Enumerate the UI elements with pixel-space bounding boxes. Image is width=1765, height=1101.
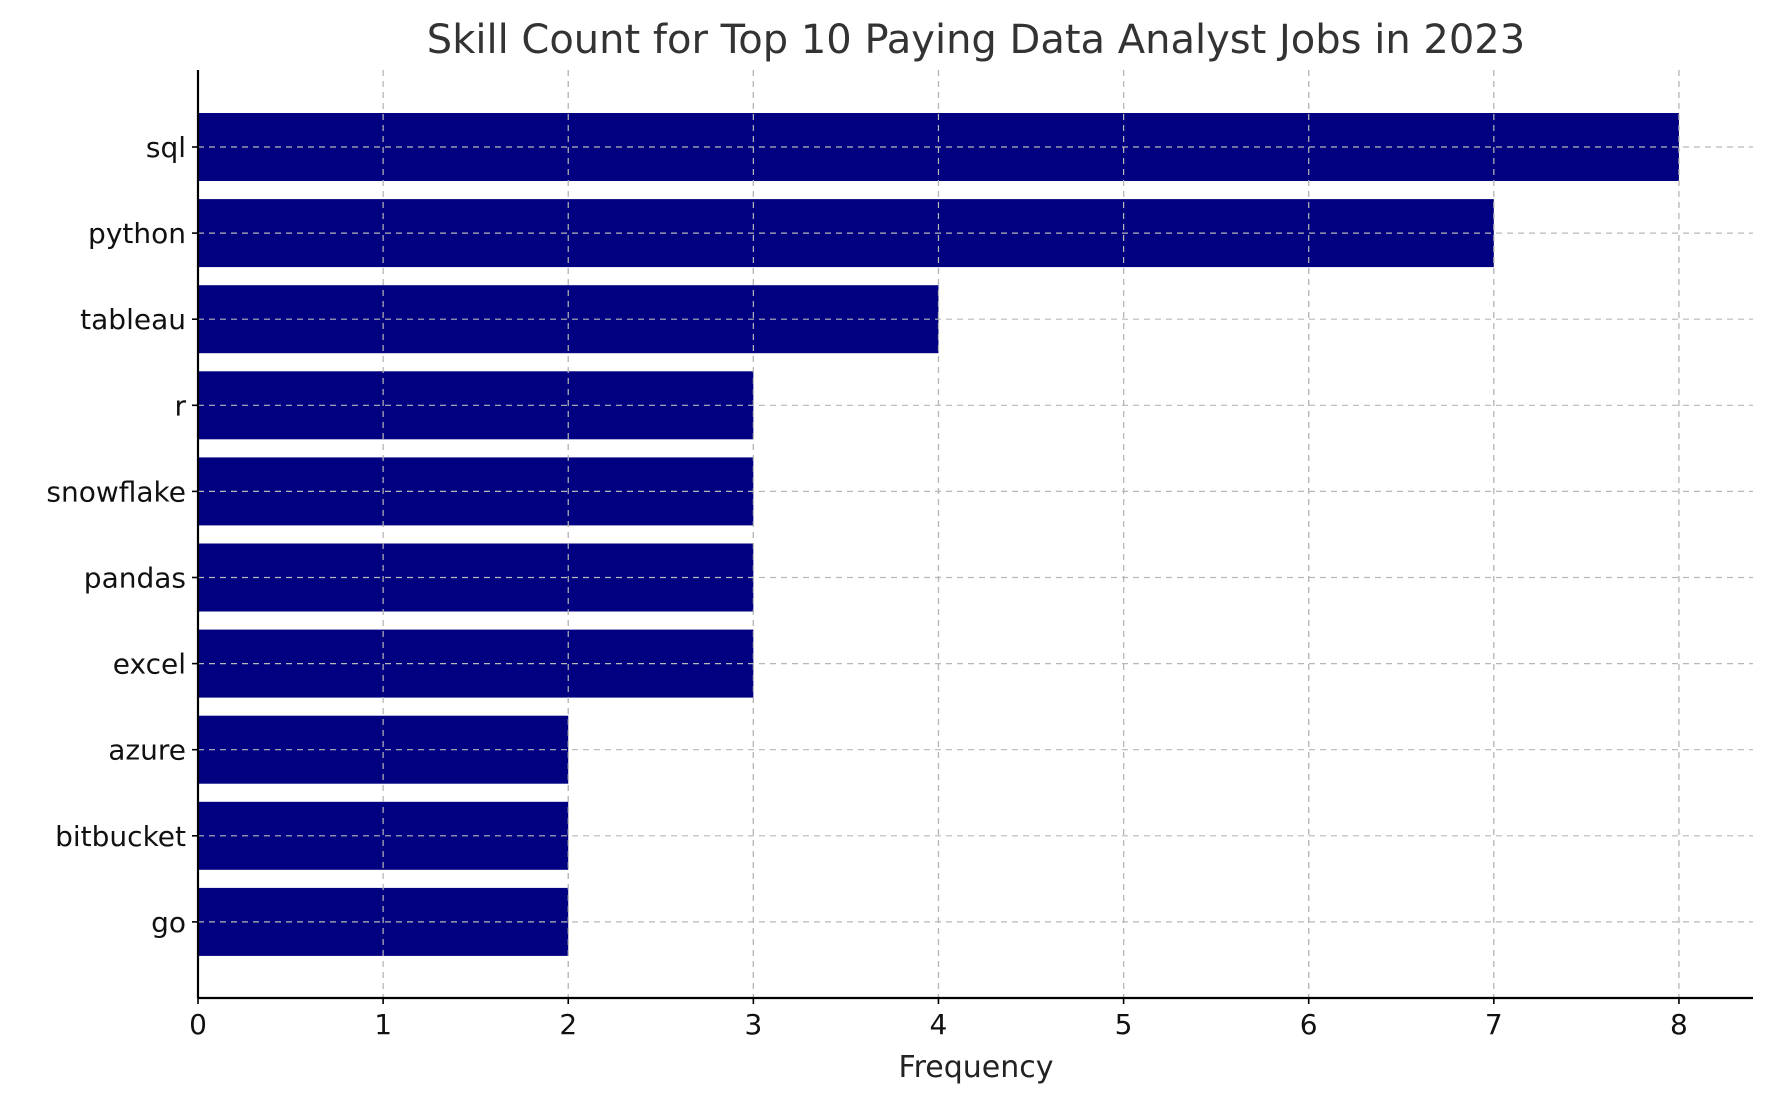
x-tick-label-3: 3 — [744, 1008, 762, 1041]
x-tick-label-2: 2 — [559, 1008, 577, 1041]
y-tick-label-azure: azure — [108, 734, 186, 767]
x-tick-label-4: 4 — [930, 1008, 948, 1041]
x-tick-label-6: 6 — [1300, 1008, 1318, 1041]
x-tick-label-5: 5 — [1115, 1008, 1133, 1041]
y-tick-label-tableau: tableau — [80, 303, 186, 336]
chart-title: Skill Count for Top 10 Paying Data Analy… — [427, 17, 1525, 63]
y-tick-label-excel: excel — [113, 648, 186, 681]
y-tick-label-go: go — [151, 906, 186, 939]
y-tick-label-python: python — [88, 217, 186, 250]
x-tick-label-1: 1 — [374, 1008, 392, 1041]
y-tick-label-r: r — [174, 389, 186, 422]
x-axis-label: Frequency — [899, 1050, 1054, 1085]
x-tick-label-8: 8 — [1670, 1008, 1688, 1041]
y-tick-label-snowflake: snowflake — [46, 475, 186, 508]
y-tick-label-pandas: pandas — [84, 562, 186, 595]
x-tick-label-7: 7 — [1485, 1008, 1503, 1041]
x-tick-label-0: 0 — [189, 1008, 207, 1041]
y-tick-label-bitbucket: bitbucket — [55, 820, 186, 853]
y-tick-label-sql: sql — [146, 131, 186, 164]
y-tick-labels: sql python tableau r snowflake pandas excel azu… — [46, 131, 198, 939]
x-tick-labels: 0 1 2 3 4 5 6 7 8 — [189, 998, 1688, 1041]
